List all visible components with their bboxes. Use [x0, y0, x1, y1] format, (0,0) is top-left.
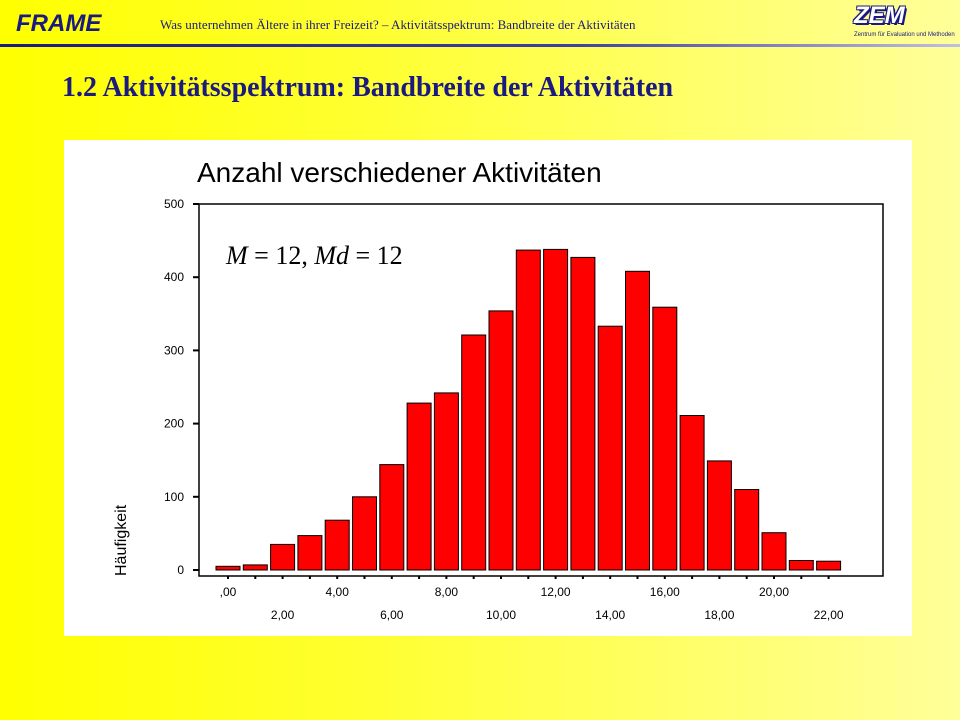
median-value: = 12	[349, 241, 403, 270]
histogram-bar	[788, 560, 814, 571]
histogram-bar	[652, 306, 678, 571]
y-tick-label: 300	[164, 343, 184, 357]
histogram-bar	[352, 496, 377, 571]
x-tick-label: 6,00	[380, 608, 404, 622]
histogram-bar	[461, 334, 487, 571]
chart-title: Anzahl verschiedener Aktivitäten	[197, 157, 602, 188]
histogram-bar	[706, 460, 732, 571]
x-axis: ,00 4,00 8,00 12,00 16,00 20,00 2,00 6,00 10,00 1…	[220, 576, 844, 622]
zem-logo: ZEM Zentrum für Evaluation und Methoden	[838, 2, 960, 44]
x-tick-label: 18,00	[704, 608, 734, 622]
y-tick-label: 400	[164, 270, 184, 284]
histogram-bar	[433, 392, 459, 571]
x-tick-label: ,00	[220, 585, 237, 599]
histogram-bar	[215, 565, 241, 571]
x-tick-label: 2,00	[271, 608, 295, 622]
histogram-bar	[816, 560, 842, 571]
histogram-bar	[515, 249, 541, 571]
x-tick-label: 20,00	[759, 585, 789, 599]
histogram-bar	[488, 310, 514, 571]
histogram-bar	[734, 489, 760, 571]
chart-panel: Anzahl verschiedener Aktivitäten 0 100 200…	[64, 140, 912, 636]
histogram-bar	[679, 415, 705, 571]
histogram-bar	[406, 402, 432, 571]
y-tick-label: 200	[164, 417, 184, 431]
frame-logo: FRAME	[16, 10, 102, 37]
stats-annotation: M = 12, Md = 12	[226, 241, 403, 271]
header-divider	[0, 44, 960, 47]
x-tick-label: 22,00	[814, 608, 844, 622]
x-tick-label: 14,00	[595, 608, 625, 622]
zem-logo-text: ZEM	[854, 2, 905, 29]
y-axis-label: Häufigkeit	[113, 504, 130, 576]
plot-frame	[198, 203, 884, 577]
histogram-bar	[379, 464, 405, 571]
histogram-chart: Anzahl verschiedener Aktivitäten 0 100 200…	[113, 157, 884, 622]
mean-value: = 12,	[247, 241, 315, 270]
page-title: 1.2 Aktivitätsspektrum: Bandbreite der A…	[62, 72, 674, 103]
histogram-bar	[242, 564, 268, 571]
mean-label: M	[226, 241, 248, 270]
header-bar: FRAME Was unternehmen Ältere in ihrer Fr…	[0, 0, 960, 44]
header-subtitle: Was unternehmen Ältere in ihrer Freizeit…	[160, 17, 636, 32]
histogram-bar	[324, 519, 350, 571]
x-tick-label: 10,00	[486, 608, 516, 622]
y-tick-label: 500	[164, 197, 184, 211]
x-tick-label: 4,00	[326, 585, 350, 599]
y-tick-label: 100	[164, 490, 184, 504]
x-tick-label: 16,00	[650, 585, 680, 599]
histogram-bar	[270, 543, 296, 571]
x-tick-label: 8,00	[435, 585, 459, 599]
median-label: Md	[314, 241, 350, 270]
bars-group	[215, 248, 842, 571]
x-tick-label: 12,00	[541, 585, 571, 599]
histogram-bar	[761, 532, 787, 571]
y-axis: 0 100 200 300 400 500	[164, 197, 199, 577]
zem-logo-subtext: Zentrum für Evaluation und Methoden	[854, 32, 955, 38]
histogram-bar	[597, 325, 623, 571]
histogram-bar	[543, 248, 569, 571]
histogram-bar	[625, 270, 650, 571]
histogram-bar	[297, 535, 323, 571]
y-tick-label: 0	[177, 563, 184, 577]
histogram-bar	[570, 256, 596, 571]
